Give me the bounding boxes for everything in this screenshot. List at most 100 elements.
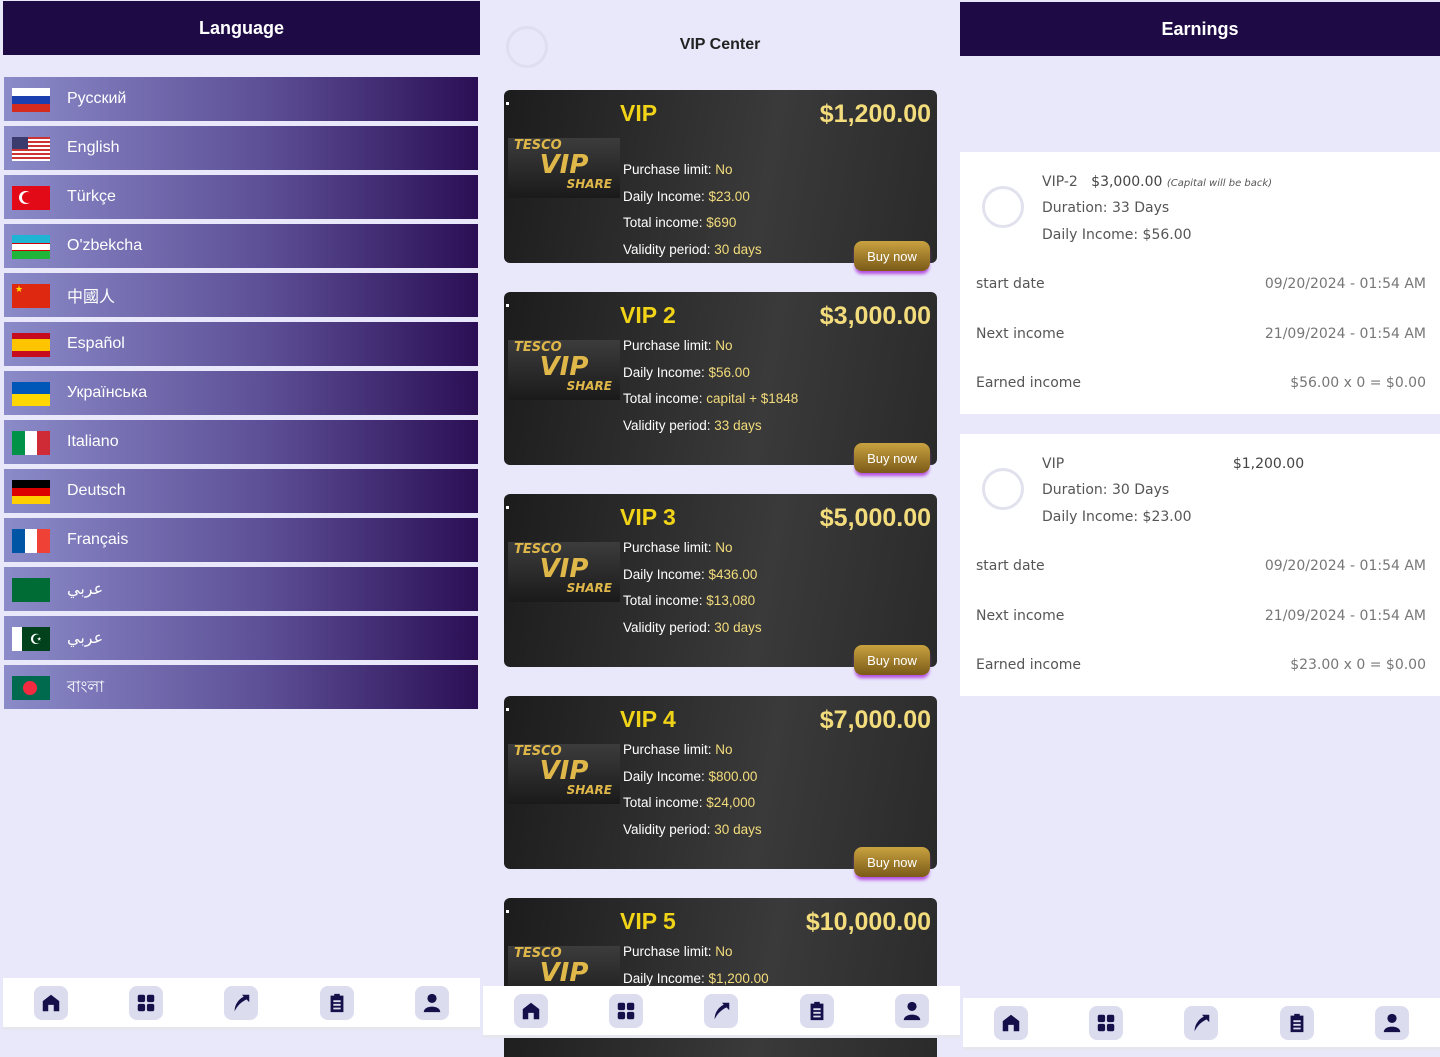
language-label: বাংলা <box>67 678 104 696</box>
detail-label: Purchase limit: <box>623 540 716 555</box>
buy-now-button[interactable]: Buy now <box>854 847 930 877</box>
language-item[interactable]: Español <box>4 322 478 366</box>
detail-value: $24,000 <box>706 795 756 810</box>
language-item[interactable]: ☪ عربي <box>4 616 478 660</box>
detail-line: Daily Income: $1,200.00 <box>623 971 769 998</box>
language-item[interactable]: Русский <box>4 77 478 121</box>
detail-label: Total income: <box>623 215 707 230</box>
page-title: VIP Center <box>679 36 761 53</box>
language-label: English <box>67 139 120 156</box>
detail-line: Purchase limit: No <box>623 162 762 189</box>
language-item[interactable]: عربي <box>4 567 478 611</box>
next-income-label: Next income <box>976 608 1065 624</box>
vip-level: VIP 3 <box>620 504 676 530</box>
detail-value: $56.00 <box>708 364 750 380</box>
detail-line: Validity period: 33 days <box>623 418 798 445</box>
nav-grid-button[interactable] <box>129 985 164 1020</box>
nav-home-button[interactable] <box>33 985 68 1020</box>
nav-share-arrow-button[interactable] <box>704 993 739 1028</box>
detail-line: Validity period: 30 days <box>623 620 762 647</box>
duration: Duration: 33 Days <box>1042 200 1170 216</box>
detail-line: Daily Income: $436.00 <box>623 567 762 594</box>
detail-value: $13,080 <box>706 593 756 608</box>
language-item[interactable]: O'zbekcha <box>4 224 478 268</box>
earnings-screen: Earnings VIP-2 $3,000.00 (Capital will b… <box>960 0 1440 1057</box>
vip-level: VIP 4 <box>620 706 676 732</box>
buy-now-button[interactable]: Buy now <box>854 241 930 271</box>
detail-line: Purchase limit: No <box>623 338 798 365</box>
language-label: Italiano <box>67 433 119 450</box>
language-item[interactable]: Українська <box>4 371 478 415</box>
language-item[interactable]: Français <box>4 518 478 562</box>
earning-card: VIP $1,200.00 Duration: 30 Days Daily In… <box>960 434 1440 696</box>
nav-grid-button[interactable] <box>609 993 644 1028</box>
flag-tr-icon <box>12 186 50 210</box>
detail-line: Total income: $690 <box>623 215 762 242</box>
detail-value: 30 days <box>714 821 762 837</box>
clipboard-icon <box>330 993 344 1012</box>
vip-price: $1,200.00 <box>819 100 931 128</box>
nav-clipboard-button[interactable] <box>319 985 354 1020</box>
detail-label: Daily Income: <box>623 970 709 986</box>
detail-value: 33 days <box>714 417 762 433</box>
nav-home-button[interactable] <box>993 1005 1028 1040</box>
plan-name: VIP-2 <box>1042 174 1078 190</box>
language-item[interactable]: বাংলা <box>4 665 478 709</box>
back-icon[interactable] <box>506 26 548 68</box>
language-item[interactable]: Deutsch <box>4 469 478 513</box>
next-income-value: 21/09/2024 - 01:54 AM <box>1264 608 1426 624</box>
nav-grid-button[interactable] <box>1089 1005 1124 1040</box>
language-item[interactable]: ★ 中國人 <box>4 273 478 317</box>
detail-line: Purchase limit: No <box>623 540 762 567</box>
flag-ru-icon <box>12 88 50 112</box>
page-title: Earnings <box>960 2 1440 56</box>
flag-sa-icon <box>12 578 50 602</box>
nav-home-button[interactable] <box>513 993 548 1028</box>
language-item[interactable]: English <box>4 126 478 170</box>
detail-line: Daily Income: $800.00 <box>623 769 762 796</box>
detail-label: Total income: <box>623 391 707 406</box>
detail-line: Purchase limit: No <box>623 742 762 769</box>
grid-icon <box>1097 1014 1115 1031</box>
grid-icon <box>137 994 155 1011</box>
language-item[interactable]: Italiano <box>4 420 478 464</box>
language-item[interactable]: Türkçe <box>4 175 478 219</box>
nav-share-arrow-button[interactable] <box>1184 1005 1219 1040</box>
vip-card: VIP 4 $7,000.00 TESCO VIP SHARE Purchase l… <box>504 696 937 877</box>
nav-clipboard-button[interactable] <box>1279 1005 1314 1040</box>
share-arrow-icon <box>715 1002 730 1019</box>
earning-card: VIP-2 $3,000.00 (Capital will be back) D… <box>960 152 1440 414</box>
language-label: Русский <box>67 90 127 107</box>
vip-price: $5,000.00 <box>819 504 931 532</box>
share-arrow-icon <box>1195 1014 1210 1031</box>
next-income-label: Next income <box>976 326 1065 342</box>
nav-share-arrow-button[interactable] <box>224 985 259 1020</box>
buy-now-button[interactable]: Buy now <box>854 443 930 473</box>
start-date-value: 09/20/2024 - 01:54 AM <box>1264 276 1426 292</box>
detail-line: Total income: $13,080 <box>623 593 762 620</box>
detail-label: Validity period: <box>623 241 715 257</box>
start-date-label: start date <box>976 276 1045 292</box>
nav-user-button[interactable] <box>415 985 450 1020</box>
flag-us-icon <box>12 137 50 161</box>
nav-clipboard-button[interactable] <box>799 993 834 1028</box>
start-date-label: start date <box>976 558 1045 574</box>
flag-de-icon <box>12 480 50 504</box>
buy-now-button[interactable]: Buy now <box>854 645 930 675</box>
home-icon <box>42 994 59 1011</box>
nav-user-button[interactable] <box>895 993 930 1028</box>
detail-line: Validity period: 30 days <box>623 822 762 849</box>
nav-user-button[interactable] <box>1375 1005 1410 1040</box>
vip-price: $3,000.00 <box>819 302 931 330</box>
plan-name: VIP <box>1042 456 1065 472</box>
plan-price: $3,000.00 <box>1091 174 1163 190</box>
detail-value: No <box>715 742 733 757</box>
detail-value: $1,200.00 <box>708 970 769 986</box>
flag-fr-icon <box>12 529 50 553</box>
flag-cn-icon: ★ <box>12 284 50 308</box>
grid-icon <box>617 1002 635 1019</box>
detail-value: No <box>715 944 733 959</box>
detail-label: Total income: <box>623 593 707 608</box>
